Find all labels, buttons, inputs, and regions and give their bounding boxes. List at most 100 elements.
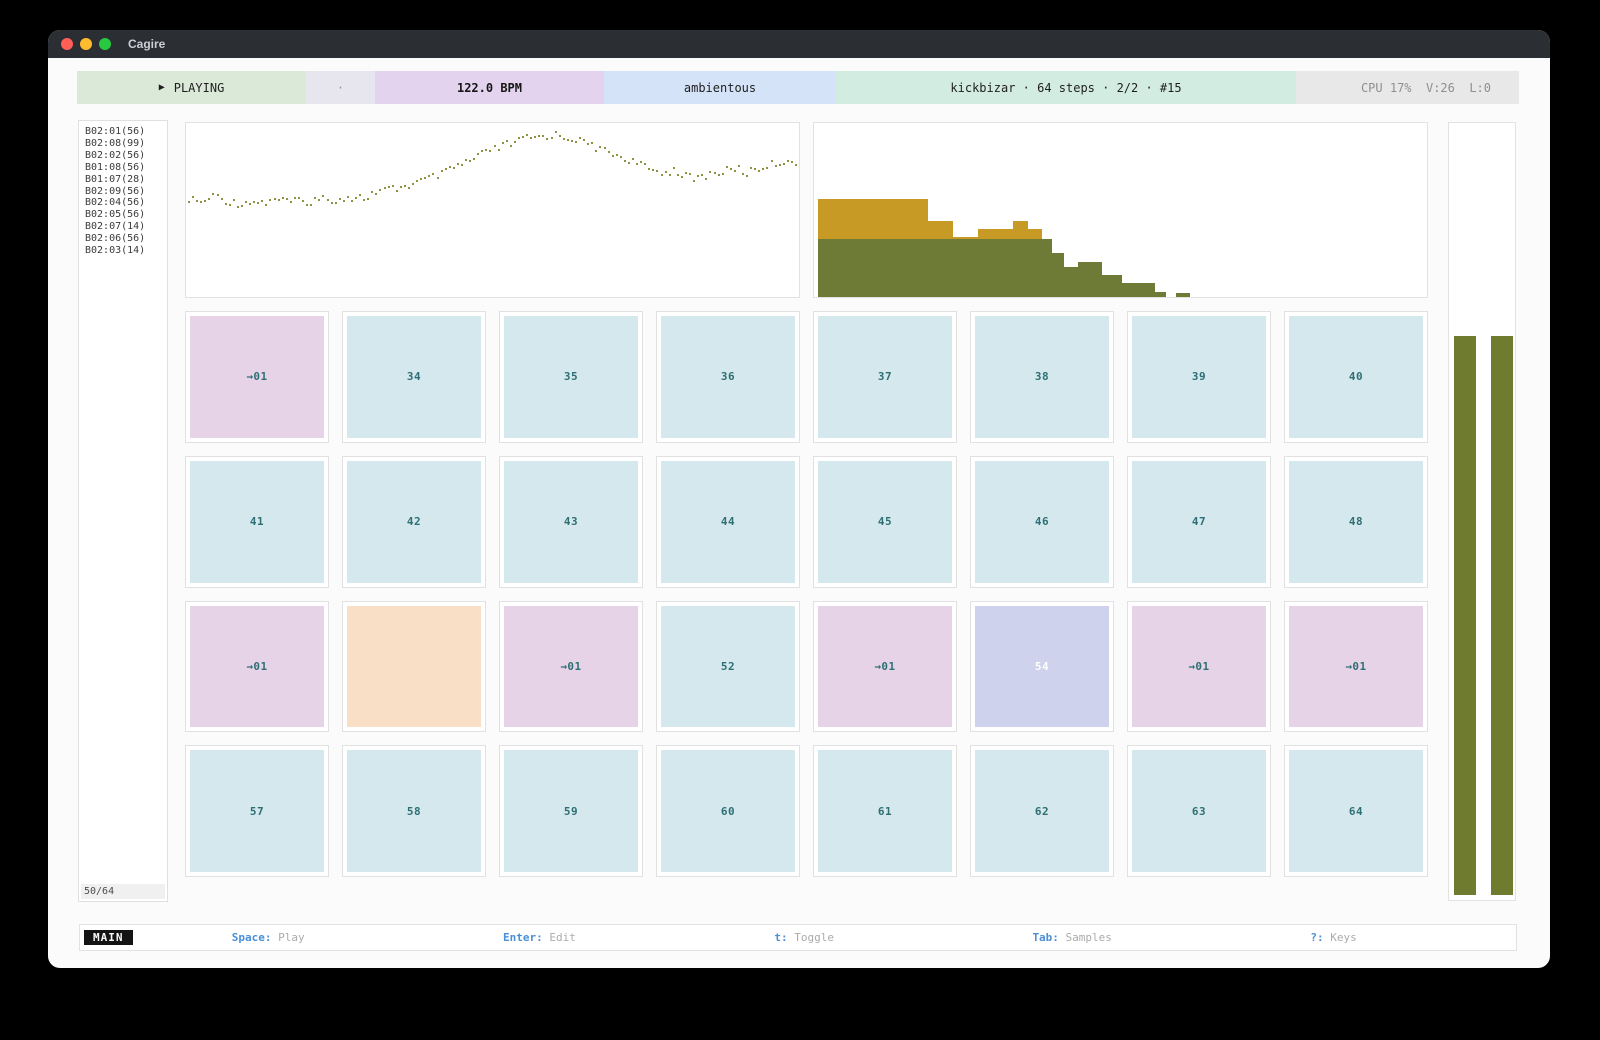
sample-list-item[interactable]: B01:07(28) [85,173,146,185]
step-cell[interactable]: →01 [499,600,643,733]
sample-list-item[interactable]: B02:08(99) [85,137,146,149]
step-cell-face: 59 [504,750,638,872]
sample-list-item[interactable]: B02:06(56) [85,233,146,245]
step-cell[interactable]: 48 [1284,455,1428,588]
waveform-dot [673,167,675,169]
sample-list-item[interactable]: B02:03(14) [85,245,146,257]
step-cell[interactable]: 58 [342,745,486,877]
step-cell[interactable]: →01 [185,600,329,733]
step-cell[interactable]: 60 [656,745,800,877]
step-cell[interactable]: 47 [1127,455,1271,588]
sample-list-item[interactable]: B02:07(14) [85,221,146,233]
waveform-dot [636,163,638,165]
waveform-dot [485,149,487,151]
waveform-dot [730,168,732,170]
step-cell-face: 64 [1289,750,1423,872]
step-cell[interactable]: 59 [499,745,643,877]
step-cell[interactable]: 40 [1284,311,1428,443]
step-cell-label: →01 [246,659,268,673]
waveform-dot [457,163,459,165]
step-cell[interactable]: 63 [1127,745,1271,877]
waveform-dot [249,203,251,205]
waveform-dot [208,198,210,200]
step-cell[interactable]: 52 [656,600,800,733]
step-cell[interactable]: 57 [185,745,329,877]
step-cell[interactable] [342,600,486,733]
step-cell[interactable]: 42 [342,455,486,588]
histogram-bar-yellow [818,199,928,239]
step-cell[interactable]: 38 [970,311,1114,443]
waveform-dot [551,137,553,139]
waveform-dot [498,149,500,151]
waveform-dot [563,138,565,140]
step-cell[interactable]: →01 [813,600,957,733]
step-cell[interactable]: →01 [1127,600,1271,733]
waveform-dot [314,197,316,199]
minimize-button[interactable] [80,38,92,50]
waveform-dot [257,202,259,204]
step-cell[interactable]: 43 [499,455,643,588]
waveform-dot [327,199,329,201]
close-button[interactable] [61,38,73,50]
waveform-dot [282,197,284,199]
histogram-bar-green [1052,253,1064,297]
histogram-bar-yellow [928,221,953,239]
step-cell[interactable]: 35 [499,311,643,443]
waveform-dot [188,201,190,203]
sample-list-item[interactable]: B02:01(56) [85,126,146,137]
step-cell[interactable]: 45 [813,455,957,588]
sample-list-item[interactable]: B02:02(56) [85,149,146,161]
waveform-dot [620,156,622,158]
zoom-button[interactable] [99,38,111,50]
histogram-bar-green [1102,275,1122,297]
waveform-dot [355,197,357,199]
step-cell[interactable]: 39 [1127,311,1271,443]
shortcut-label: Play [271,931,305,944]
step-cell-face: 41 [190,460,324,583]
waveform-dot [278,199,280,201]
waveform-dot [575,141,577,143]
sample-list-item[interactable]: B01:08(56) [85,161,146,173]
transport-divider: · [306,71,375,104]
step-cell[interactable]: →01 [185,311,329,443]
waveform-dot [604,147,606,149]
step-cell-face: 35 [504,316,638,438]
waveform-dot [656,170,658,172]
step-cell[interactable]: 36 [656,311,800,443]
waveform-dot [587,143,589,145]
step-cell[interactable]: 64 [1284,745,1428,877]
sample-list-item[interactable]: B02:05(56) [85,209,146,221]
step-cell[interactable]: 61 [813,745,957,877]
step-cell[interactable]: 41 [185,455,329,588]
sample-list-item[interactable]: B02:09(56) [85,185,146,197]
histogram-bar-yellow [1028,229,1042,239]
waveform-dot [583,139,585,141]
waveform-dot [217,194,219,196]
step-cell[interactable]: 34 [342,311,486,443]
step-cell-label: →01 [1188,659,1210,673]
waveform-dot [363,199,365,201]
step-cell-label: →01 [874,659,896,673]
step-cell-face: 43 [504,460,638,583]
waveform-dot [237,206,239,208]
step-cell-label: 52 [720,659,736,673]
step-cell-face: 36 [661,316,795,438]
step-cell-label: 43 [563,515,579,529]
shortcut-hint: Enter: Edit [503,931,576,944]
step-cell[interactable]: 62 [970,745,1114,877]
step-cell-face: 45 [818,460,952,583]
waveform-dot [412,183,414,185]
waveform-dot [420,178,422,180]
waveform-dot [274,198,276,200]
histogram-bar-green [1042,239,1052,297]
step-cell[interactable]: 54 [970,600,1114,733]
sample-list-item[interactable]: B02:04(56) [85,197,146,209]
step-cell[interactable]: 37 [813,311,957,443]
histogram-bar-yellow [1013,221,1028,239]
shortcut-hint: Space: Play [232,931,305,944]
step-cell[interactable]: →01 [1284,600,1428,733]
step-cell[interactable]: 44 [656,455,800,588]
step-cell[interactable]: 46 [970,455,1114,588]
step-cell-face: 38 [975,316,1109,438]
